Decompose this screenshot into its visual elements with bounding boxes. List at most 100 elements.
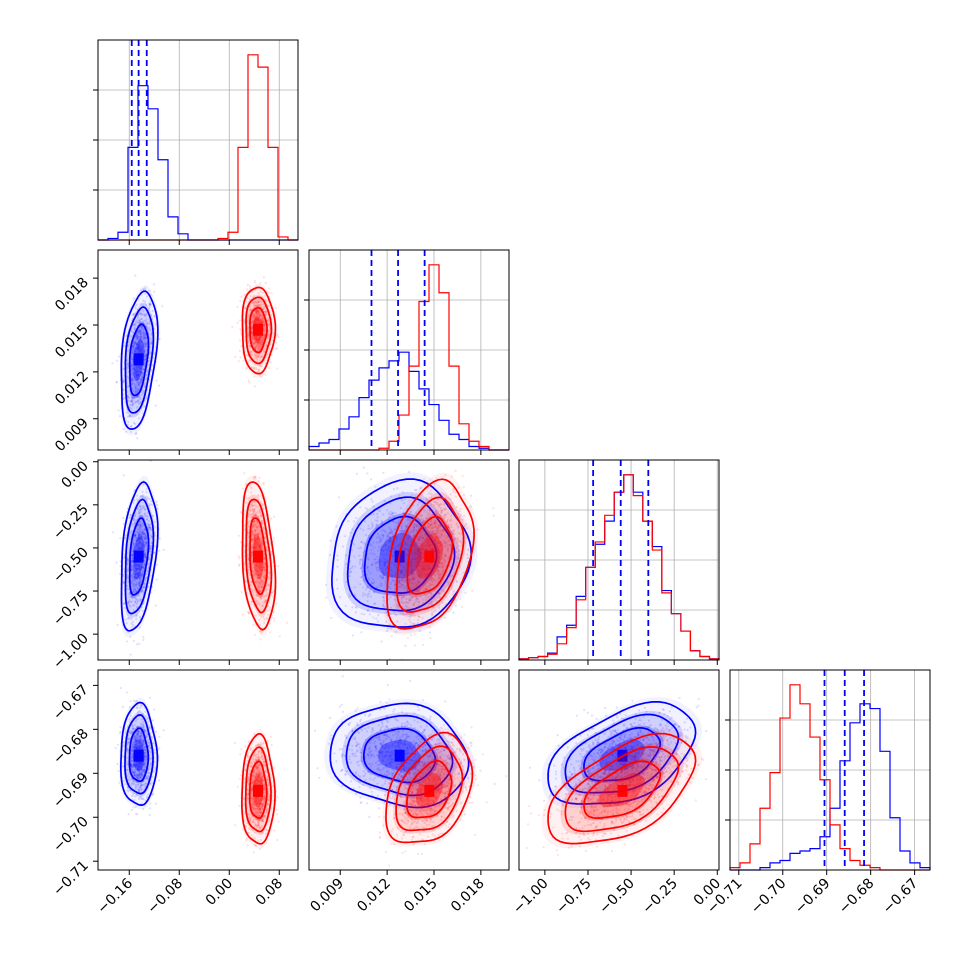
sample-point: [131, 366, 134, 369]
sample-point: [435, 545, 438, 548]
sample-point: [131, 378, 134, 381]
sample-point: [140, 566, 143, 569]
sample-point: [378, 567, 381, 570]
sample-point: [267, 604, 270, 608]
sample-point: [402, 548, 405, 551]
sample-point: [144, 286, 147, 289]
histogram-frame: [518, 459, 720, 661]
sample-point: [372, 591, 375, 594]
sample-point: [129, 403, 132, 406]
sample-point: [135, 564, 138, 567]
sample-point: [401, 546, 404, 549]
sample-point: [136, 369, 139, 372]
sample-point: [145, 343, 148, 346]
sample-point: [144, 551, 147, 555]
sample-point: [126, 396, 130, 399]
sample-point: [394, 564, 397, 567]
sample-point: [256, 339, 259, 343]
sample-point: [265, 588, 269, 591]
sample-point: [394, 537, 397, 540]
sample-point: [388, 526, 391, 530]
sample-point: [126, 385, 129, 388]
histogram-red: [729, 684, 930, 871]
sample-point: [137, 577, 141, 580]
sample-point: [135, 614, 138, 618]
sample-point: [130, 574, 134, 577]
sample-point: [141, 532, 144, 535]
sample-point: [134, 546, 137, 549]
sample-point: [394, 614, 398, 617]
sample-point: [359, 567, 362, 570]
sample-point: [258, 547, 261, 550]
sample-point: [137, 532, 140, 535]
sample-point: [128, 415, 131, 418]
sample-point: [254, 539, 257, 542]
sample-point: [421, 537, 425, 540]
sample-point: [136, 372, 139, 375]
sample-point: [425, 517, 428, 520]
sample-point: [124, 618, 127, 621]
sample-point: [133, 576, 137, 579]
sample-point: [259, 341, 262, 344]
sample-point: [254, 514, 257, 517]
sample-point: [134, 341, 137, 344]
sample-point: [422, 564, 425, 568]
sample-point: [137, 346, 140, 349]
sample-point: [255, 321, 258, 325]
sample-point: [381, 528, 384, 532]
sample-point: [148, 302, 152, 305]
sample-point: [404, 551, 407, 554]
sample-point: [352, 634, 355, 637]
sample-point: [133, 374, 136, 377]
sample-point: [456, 526, 459, 529]
sample-point: [416, 525, 419, 528]
sample-point: [119, 537, 122, 540]
sample-point: [243, 319, 246, 322]
sample-point: [135, 567, 138, 570]
sample-point: [246, 531, 249, 534]
sample-point: [348, 593, 351, 597]
sample-point: [263, 618, 266, 621]
sample-point: [115, 561, 118, 564]
sample-point: [398, 564, 401, 567]
sample-point: [254, 320, 257, 323]
sample-point: [138, 344, 141, 347]
sample-point: [401, 577, 404, 581]
sample-point: [258, 305, 261, 308]
sample-point: [122, 380, 125, 383]
sample-point: [250, 600, 253, 603]
sample-point: [137, 533, 140, 537]
sample-point: [264, 373, 267, 376]
sample-point: [147, 525, 150, 528]
sample-point: [128, 600, 131, 604]
sample-point: [257, 533, 260, 537]
sample-point: [268, 329, 271, 332]
sample-point: [144, 398, 147, 402]
sample-point: [252, 546, 255, 549]
sample-point: [137, 381, 140, 384]
sample-point: [262, 506, 265, 509]
sample-point: [260, 318, 263, 321]
sample-point: [433, 579, 437, 582]
sample-point: [139, 367, 142, 370]
sample-point: [139, 367, 142, 370]
sample-point: [286, 621, 289, 624]
sample-point: [374, 558, 377, 561]
sample-point: [145, 541, 148, 544]
sample-point: [379, 548, 382, 551]
sample-point: [138, 571, 141, 575]
sample-point: [259, 569, 263, 572]
sample-point: [257, 574, 260, 577]
sample-point: [370, 478, 373, 481]
sample-point: [252, 341, 255, 344]
sample-point: [140, 347, 143, 350]
sample-point: [134, 534, 137, 537]
sample-point: [255, 338, 258, 341]
sample-point: [408, 599, 412, 602]
sample-point: [263, 576, 266, 580]
sample-point: [255, 600, 258, 603]
sample-point: [389, 531, 392, 534]
sample-point: [420, 544, 424, 548]
sample-point: [254, 571, 257, 574]
sample-point: [374, 562, 377, 565]
